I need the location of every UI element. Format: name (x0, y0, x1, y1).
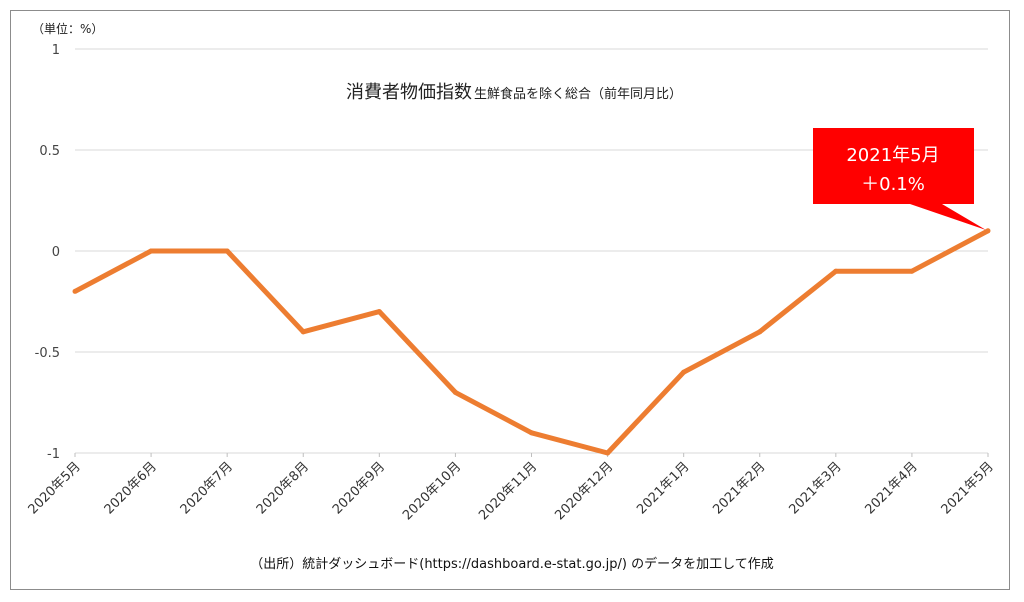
data-point (909, 268, 915, 274)
x-tick-label: 2021年5月 (939, 459, 997, 517)
x-tick-label: 2021年4月 (863, 459, 921, 517)
x-tick-label: 2020年12月 (552, 459, 616, 523)
x-tick-label: 2020年10月 (400, 459, 464, 523)
data-point (681, 369, 687, 375)
data-point (452, 389, 458, 395)
data-point (605, 450, 611, 456)
y-tick-label: 0 (52, 245, 60, 260)
x-tick-label: 2020年7月 (178, 459, 236, 517)
y-tick-label: 0.5 (39, 144, 60, 159)
y-tick-label: 1 (52, 43, 60, 58)
series-layer (72, 228, 991, 456)
x-tick-label: 2021年2月 (710, 459, 768, 517)
x-tick-label: 2021年1月 (634, 459, 692, 517)
chart-frame (10, 10, 1010, 590)
data-point (376, 309, 382, 315)
y-tick-label: -0.5 (35, 346, 60, 361)
y-tick-label: -1 (47, 447, 60, 462)
callout: 2021年5月 ＋0.1% (813, 128, 986, 230)
x-tick-label: 2020年5月 (26, 459, 84, 517)
x-tick-label: 2020年6月 (102, 459, 160, 517)
data-point (300, 329, 306, 335)
title-sub: 生鮮食品を除く総合（前年同月比） (474, 86, 682, 102)
y-axis-ticks: 1 0.5 0 -0.5 -1 (35, 43, 60, 462)
series-line (73, 228, 990, 456)
callout-value: ＋0.1% (861, 174, 925, 195)
x-axis-ticks: 2020年5月 2020年6月 2020年7月 2020年8月 2020年9月 2020年… (26, 453, 997, 523)
data-point (757, 329, 763, 335)
data-point (148, 248, 154, 254)
callout-date: 2021年5月 (846, 145, 939, 166)
chart-title: 消費者物価指数 生鮮食品を除く総合（前年同月比） (346, 82, 682, 103)
data-point (833, 268, 839, 274)
x-tick-label: 2020年8月 (254, 459, 312, 517)
source-note: （出所）統計ダッシュボード(https://dashboard.e-stat.g… (250, 556, 774, 572)
data-point (529, 430, 534, 436)
x-tick-label: 2020年11月 (476, 459, 540, 523)
x-tick-label: 2021年3月 (786, 459, 844, 517)
data-point (224, 248, 230, 254)
y-unit-label: （単位：%） (32, 21, 103, 36)
callout-box (813, 128, 986, 230)
x-tick-label: 2020年9月 (330, 459, 388, 517)
data-point (985, 228, 991, 234)
data-point (72, 288, 78, 294)
title-main: 消費者物価指数 (346, 82, 472, 103)
